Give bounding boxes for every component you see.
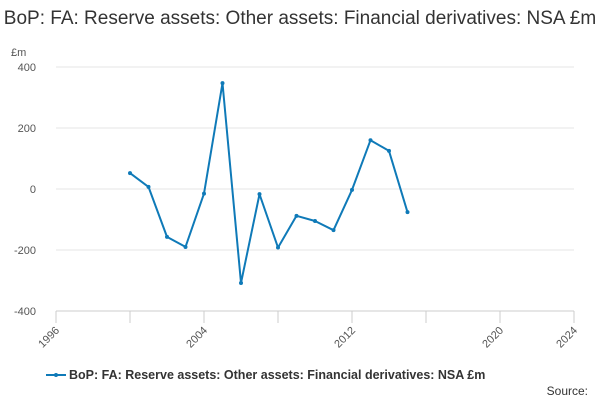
x-tick-label: 2024 bbox=[554, 325, 580, 351]
x-tick-label: 2012 bbox=[332, 325, 358, 351]
y-axis-ticks: -400 -200 0 200 400 bbox=[14, 62, 36, 318]
legend-label: BoP: FA: Reserve assets: Other assets: F… bbox=[69, 368, 486, 382]
data-point[interactable] bbox=[146, 184, 151, 189]
data-point[interactable] bbox=[331, 228, 336, 233]
data-point[interactable] bbox=[165, 234, 169, 239]
chart-title: BoP: FA: Reserve assets: Other assets: F… bbox=[3, 8, 597, 29]
data-point[interactable] bbox=[294, 213, 299, 218]
source-label: Source: bbox=[546, 384, 588, 398]
data-point[interactable] bbox=[202, 191, 206, 196]
legend: BoP: FA: Reserve assets: Other assets: F… bbox=[46, 366, 485, 384]
y-axis-unit-label: £m bbox=[11, 47, 26, 59]
data-point[interactable] bbox=[350, 187, 354, 192]
data-point[interactable] bbox=[313, 219, 317, 224]
x-tick-label: 2004 bbox=[184, 325, 210, 351]
x-tick-label: 1996 bbox=[36, 325, 62, 351]
y-tick-label: -400 bbox=[14, 306, 36, 318]
y-tick-label: 0 bbox=[30, 184, 36, 196]
data-point[interactable] bbox=[239, 280, 243, 285]
legend-swatch-icon bbox=[46, 370, 66, 380]
x-axis: 1996 2004 2012 2020 2024 bbox=[36, 310, 580, 351]
series-group bbox=[128, 81, 410, 285]
data-point[interactable] bbox=[276, 245, 280, 250]
data-point[interactable] bbox=[128, 171, 132, 176]
y-tick-label: 400 bbox=[18, 62, 36, 74]
x-tick-label: 2020 bbox=[480, 325, 506, 351]
y-tick-label: -200 bbox=[14, 245, 36, 257]
data-point[interactable] bbox=[257, 192, 262, 197]
y-tick-label: 200 bbox=[18, 123, 36, 135]
data-point[interactable] bbox=[183, 244, 188, 249]
data-point[interactable] bbox=[368, 138, 373, 143]
data-point[interactable] bbox=[405, 210, 410, 215]
gridlines bbox=[56, 66, 574, 312]
series-line bbox=[129, 82, 409, 284]
data-point[interactable] bbox=[220, 81, 225, 86]
data-point[interactable] bbox=[387, 148, 391, 153]
